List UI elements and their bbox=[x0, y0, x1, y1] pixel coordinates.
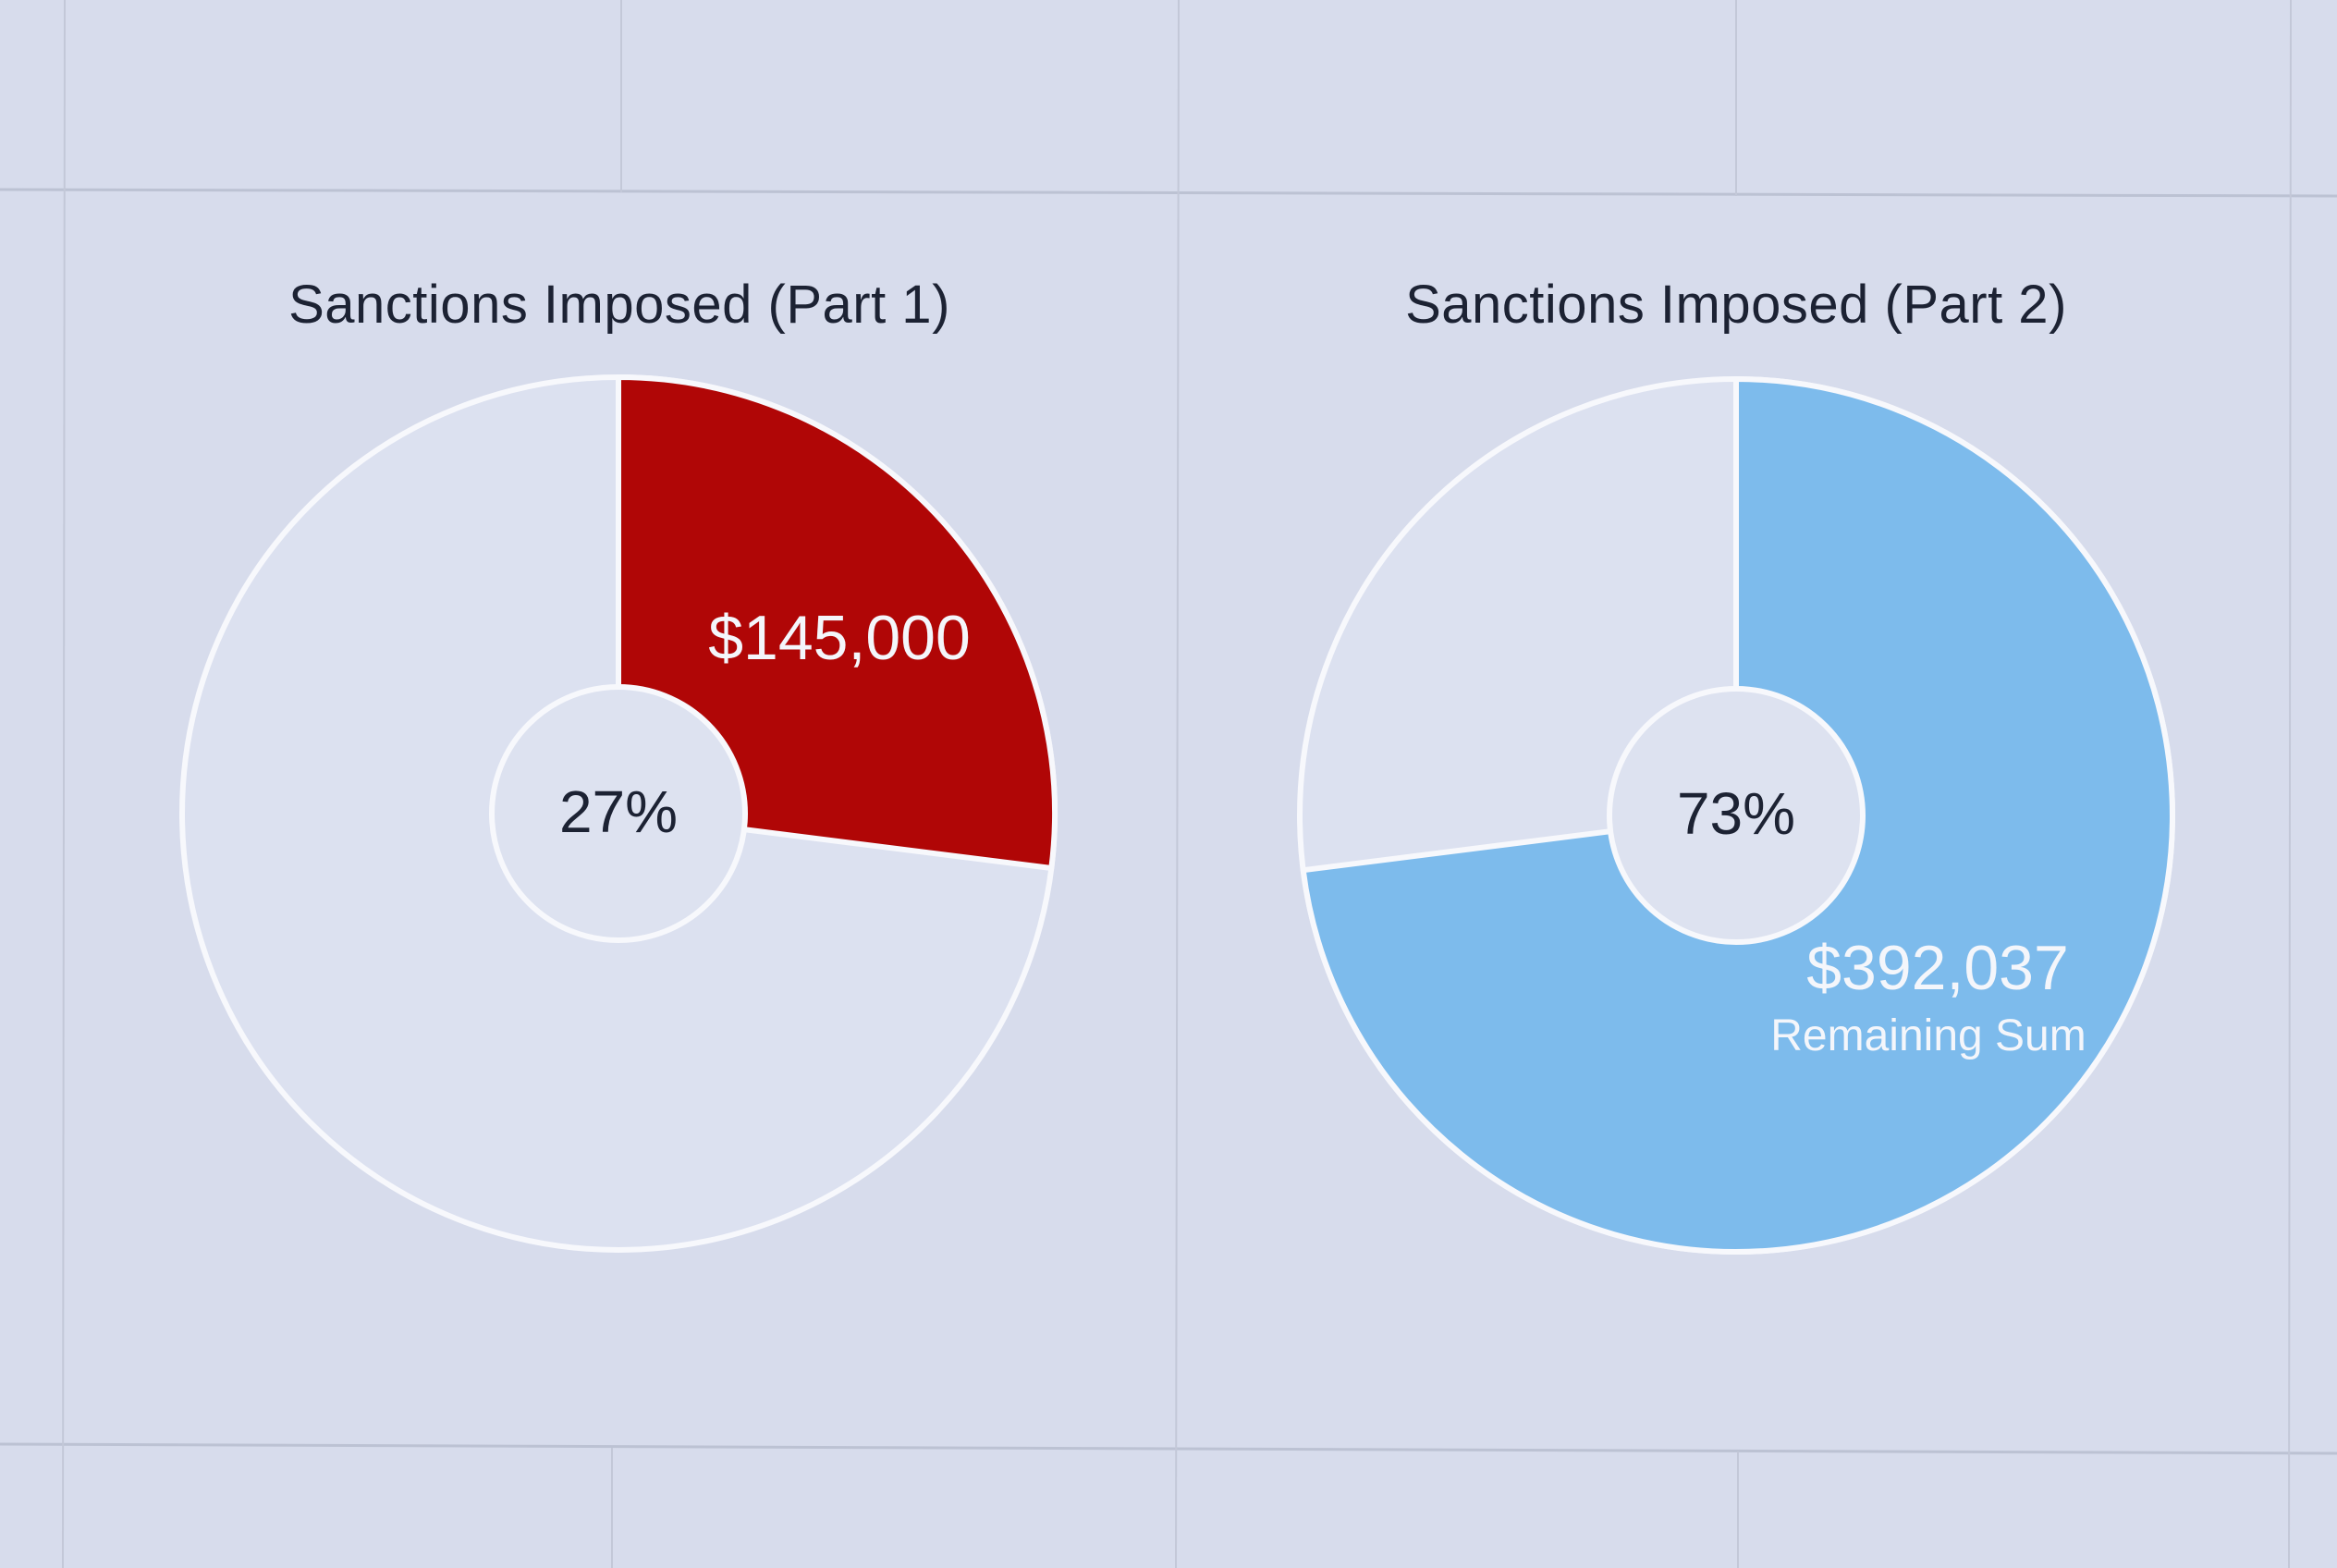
pie-1-value-label: $145,000 bbox=[708, 603, 971, 673]
chart-2-title: Sanctions Imposed (Part 2) bbox=[1405, 275, 2067, 335]
pie-2-sub-label: Remaining Sum bbox=[1770, 1011, 2086, 1060]
pie-2-value-label: $392,037 bbox=[1806, 933, 2069, 1003]
pie-2-center-label: 73% bbox=[1677, 780, 1795, 847]
pie-2-center-hole bbox=[1607, 686, 1866, 945]
pie-1-center-hole bbox=[489, 684, 748, 943]
chart-1-title: Sanctions Imposed (Part 1) bbox=[288, 275, 950, 335]
pie-1-center-label: 27% bbox=[559, 778, 678, 845]
